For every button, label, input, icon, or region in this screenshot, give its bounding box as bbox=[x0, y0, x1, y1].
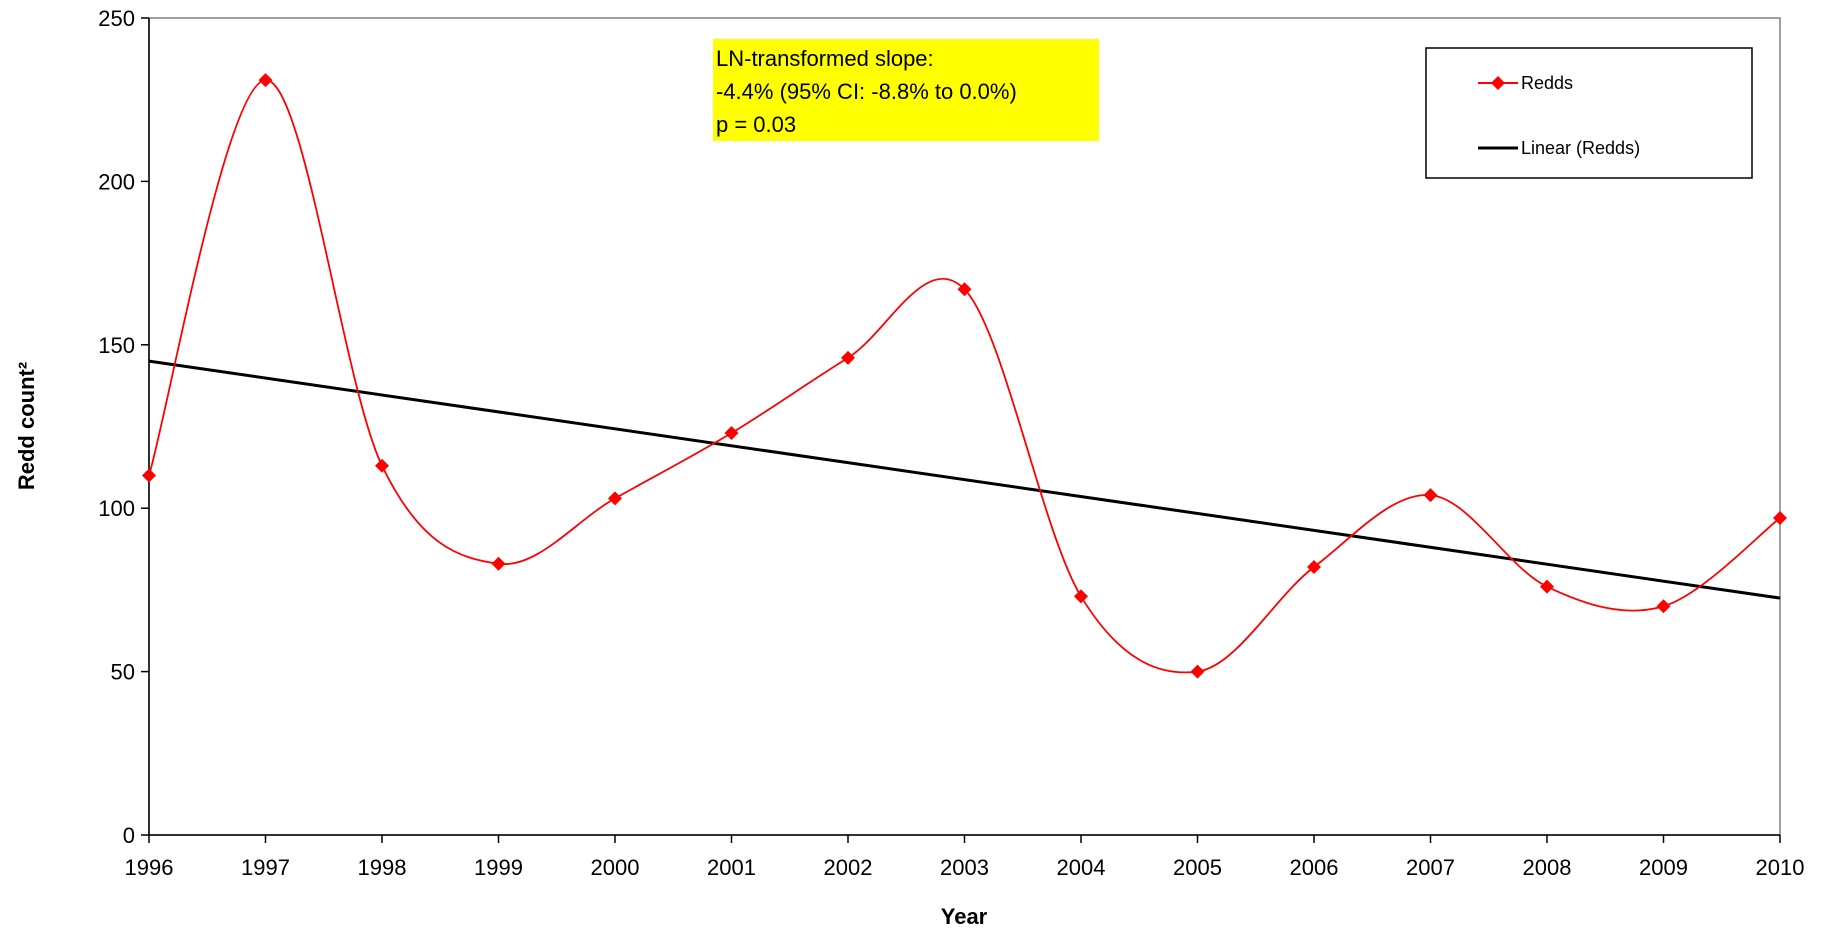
y-tick-label: 100 bbox=[98, 496, 135, 521]
redds-point-marker bbox=[1540, 579, 1554, 594]
redds-point-marker bbox=[491, 556, 506, 571]
y-tick-label: 200 bbox=[98, 169, 135, 194]
x-tick-label: 2001 bbox=[707, 855, 756, 880]
redds-series-layer bbox=[142, 73, 1787, 679]
x-tick-label: 2002 bbox=[824, 855, 873, 880]
legend-linear-label: Linear (Redds) bbox=[1521, 138, 1640, 158]
redds-point-marker bbox=[375, 458, 389, 473]
annotation-line-2: -4.4% (95% CI: -8.8% to 0.0%) bbox=[716, 79, 1017, 104]
x-tick-label: 2000 bbox=[591, 855, 640, 880]
redds-point-marker bbox=[724, 426, 739, 441]
annotation-line-3: p = 0.03 bbox=[716, 112, 796, 137]
y-axis-title: Redd count² bbox=[14, 362, 39, 490]
redds-point-marker bbox=[1074, 589, 1088, 604]
x-tick-label: 1998 bbox=[358, 855, 407, 880]
redds-point-marker bbox=[608, 491, 622, 506]
x-axis-ticks: 1996 1997 1998 1999 2000 2001 2002 2003 2004 2005… bbox=[125, 835, 1805, 880]
x-tick-label: 2009 bbox=[1639, 855, 1688, 880]
legend-redds-label: Redds bbox=[1521, 73, 1573, 93]
redds-point-marker bbox=[1307, 560, 1321, 575]
linear-trendline bbox=[148, 359, 1781, 600]
redds-point-marker bbox=[1423, 488, 1438, 503]
x-tick-label: 2003 bbox=[940, 855, 989, 880]
x-tick-label: 1999 bbox=[474, 855, 523, 880]
legend-box bbox=[1425, 47, 1753, 179]
legend: Redds Linear (Redds) bbox=[1425, 47, 1753, 179]
annotation-background bbox=[713, 39, 1099, 141]
legend-redds-marker bbox=[1491, 76, 1505, 90]
y-tick-label: 150 bbox=[98, 333, 135, 358]
x-tick-label: 2008 bbox=[1523, 855, 1572, 880]
redds-point-marker bbox=[957, 282, 972, 297]
slope-annotation: LN-transformed slope: -4.4% (95% CI: -8.… bbox=[713, 39, 1099, 141]
trendline-layer bbox=[148, 359, 1781, 600]
redds-point-marker bbox=[1773, 511, 1787, 526]
x-axis-title: Year bbox=[941, 904, 988, 929]
x-tick-label: 2007 bbox=[1406, 855, 1455, 880]
redds-point-marker bbox=[841, 350, 855, 365]
x-tick-label: 2006 bbox=[1290, 855, 1339, 880]
redds-point-marker bbox=[258, 73, 273, 88]
y-tick-label: 250 bbox=[98, 6, 135, 31]
annotation-line-1: LN-transformed slope: bbox=[716, 46, 934, 71]
x-tick-label: 2010 bbox=[1756, 855, 1805, 880]
redds-point-marker bbox=[142, 468, 156, 483]
redds-point-marker bbox=[1190, 664, 1205, 679]
x-tick-label: 1996 bbox=[125, 855, 174, 880]
y-axis-ticks: 0 50 100 150 200 250 bbox=[98, 6, 149, 848]
redds-point-marker bbox=[1656, 599, 1671, 614]
y-tick-label: 0 bbox=[123, 823, 135, 848]
x-tick-label: 2004 bbox=[1057, 855, 1106, 880]
x-tick-label: 2005 bbox=[1173, 855, 1222, 880]
y-tick-label: 50 bbox=[111, 660, 135, 685]
redds-line bbox=[148, 79, 1781, 674]
x-tick-label: 1997 bbox=[241, 855, 290, 880]
